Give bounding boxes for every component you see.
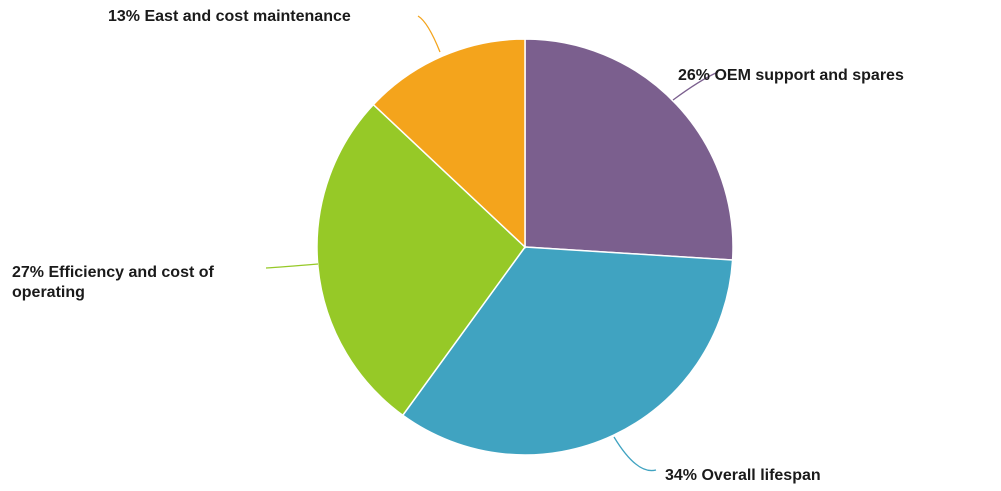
pie-slice-east-and-cost-maintenance xyxy=(372,38,526,249)
pie-slice-oem-support-and-spares xyxy=(524,38,734,261)
pie-slice-overall-lifespan xyxy=(401,246,734,456)
slice-percent: 34% xyxy=(665,467,698,484)
leader-line xyxy=(613,436,657,472)
leader-line xyxy=(417,15,441,53)
slice-percent: 26% xyxy=(678,67,711,84)
slice-name: OEM support and spares xyxy=(714,67,904,84)
slice-name: East and cost maintenance xyxy=(144,8,351,25)
slice-name: Efficiency and cost of operating xyxy=(12,264,214,301)
slice-label-oem-support: 26% OEM support and spares xyxy=(678,66,904,86)
leader-line xyxy=(672,71,719,101)
leader-line xyxy=(265,263,319,269)
pie-slice-efficiency-and-cost-of-operating xyxy=(316,103,526,417)
slice-percent: 13% xyxy=(108,8,141,25)
slice-label-efficiency: 27% Efficiency and cost of operating xyxy=(12,263,272,303)
slice-label-overall-lifespan: 34% Overall lifespan xyxy=(665,466,821,486)
slice-name: Overall lifespan xyxy=(701,467,821,484)
slice-percent: 27% xyxy=(12,264,45,281)
slice-label-east-maintenance: 13% East and cost maintenance xyxy=(108,7,351,27)
